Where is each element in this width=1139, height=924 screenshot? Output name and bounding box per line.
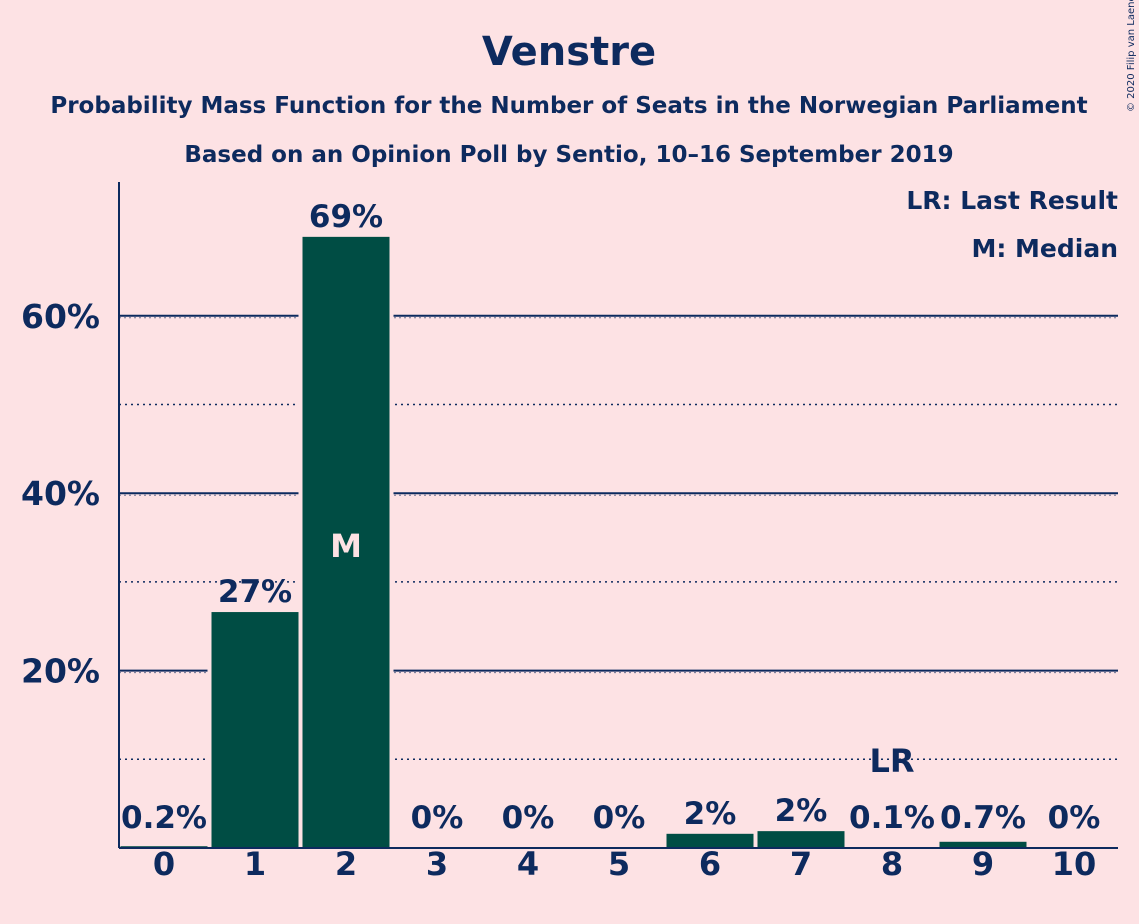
bar-seat-1 xyxy=(211,612,299,848)
x-tick-label: 8 xyxy=(881,845,903,883)
x-tick-label: 1 xyxy=(244,845,266,883)
value-labels: 0.2% 27% 69% 0% 0% 0% 2% 2% 0.1% 0.7% 0% xyxy=(121,199,1100,836)
value-label-seat-4: 0% xyxy=(502,800,555,836)
x-tick-label: 3 xyxy=(426,845,448,883)
x-tick-label: 10 xyxy=(1052,845,1097,883)
bars xyxy=(116,232,1031,848)
y-tick-label: 20% xyxy=(21,652,100,691)
value-label-seat-5: 0% xyxy=(593,800,646,836)
bar-seat-9 xyxy=(939,841,1027,848)
x-tick-label: 0 xyxy=(153,845,175,883)
value-label-seat-8: 0.1% xyxy=(849,800,935,836)
last-result-marker: LR xyxy=(869,742,914,780)
median-marker: M xyxy=(330,527,362,565)
value-label-seat-2: 69% xyxy=(309,199,383,235)
value-label-seat-1: 27% xyxy=(218,574,292,610)
x-tick-label: 7 xyxy=(790,845,812,883)
x-tick-label: 4 xyxy=(517,845,539,883)
x-axis-ticks: 0 1 2 3 4 5 6 7 8 9 10 xyxy=(153,845,1096,883)
chart-subtitle-1: Probability Mass Function for the Number… xyxy=(50,93,1087,119)
markers: M LR xyxy=(330,527,914,780)
legend-median: M: Median xyxy=(971,234,1118,263)
value-label-seat-10: 0% xyxy=(1048,800,1101,836)
bar-seat-7 xyxy=(757,831,845,848)
x-tick-label: 9 xyxy=(972,845,994,883)
y-tick-label: 60% xyxy=(21,297,100,336)
value-label-seat-6: 2% xyxy=(684,796,737,832)
y-axis-ticks: 20% 40% 60% xyxy=(21,297,100,691)
chart-subtitle-2: Based on an Opinion Poll by Sentio, 10–1… xyxy=(184,142,953,168)
value-label-seat-7: 2% xyxy=(775,793,828,829)
x-tick-label: 5 xyxy=(608,845,630,883)
copyright-text: © 2020 Filip van Laenen xyxy=(1126,0,1137,112)
bar-seat-6 xyxy=(666,833,754,848)
legend-last-result: LR: Last Result xyxy=(906,186,1118,215)
x-tick-label: 2 xyxy=(335,845,357,883)
value-label-seat-0: 0.2% xyxy=(121,800,207,836)
x-tick-label: 6 xyxy=(699,845,721,883)
bar-seat-2 xyxy=(302,236,390,848)
value-label-seat-9: 0.7% xyxy=(940,800,1026,836)
y-tick-label: 40% xyxy=(21,474,100,513)
bar-halo xyxy=(844,843,940,848)
value-label-seat-3: 0% xyxy=(411,800,464,836)
chart-title: Venstre xyxy=(482,29,656,75)
bar-halo xyxy=(116,842,212,848)
